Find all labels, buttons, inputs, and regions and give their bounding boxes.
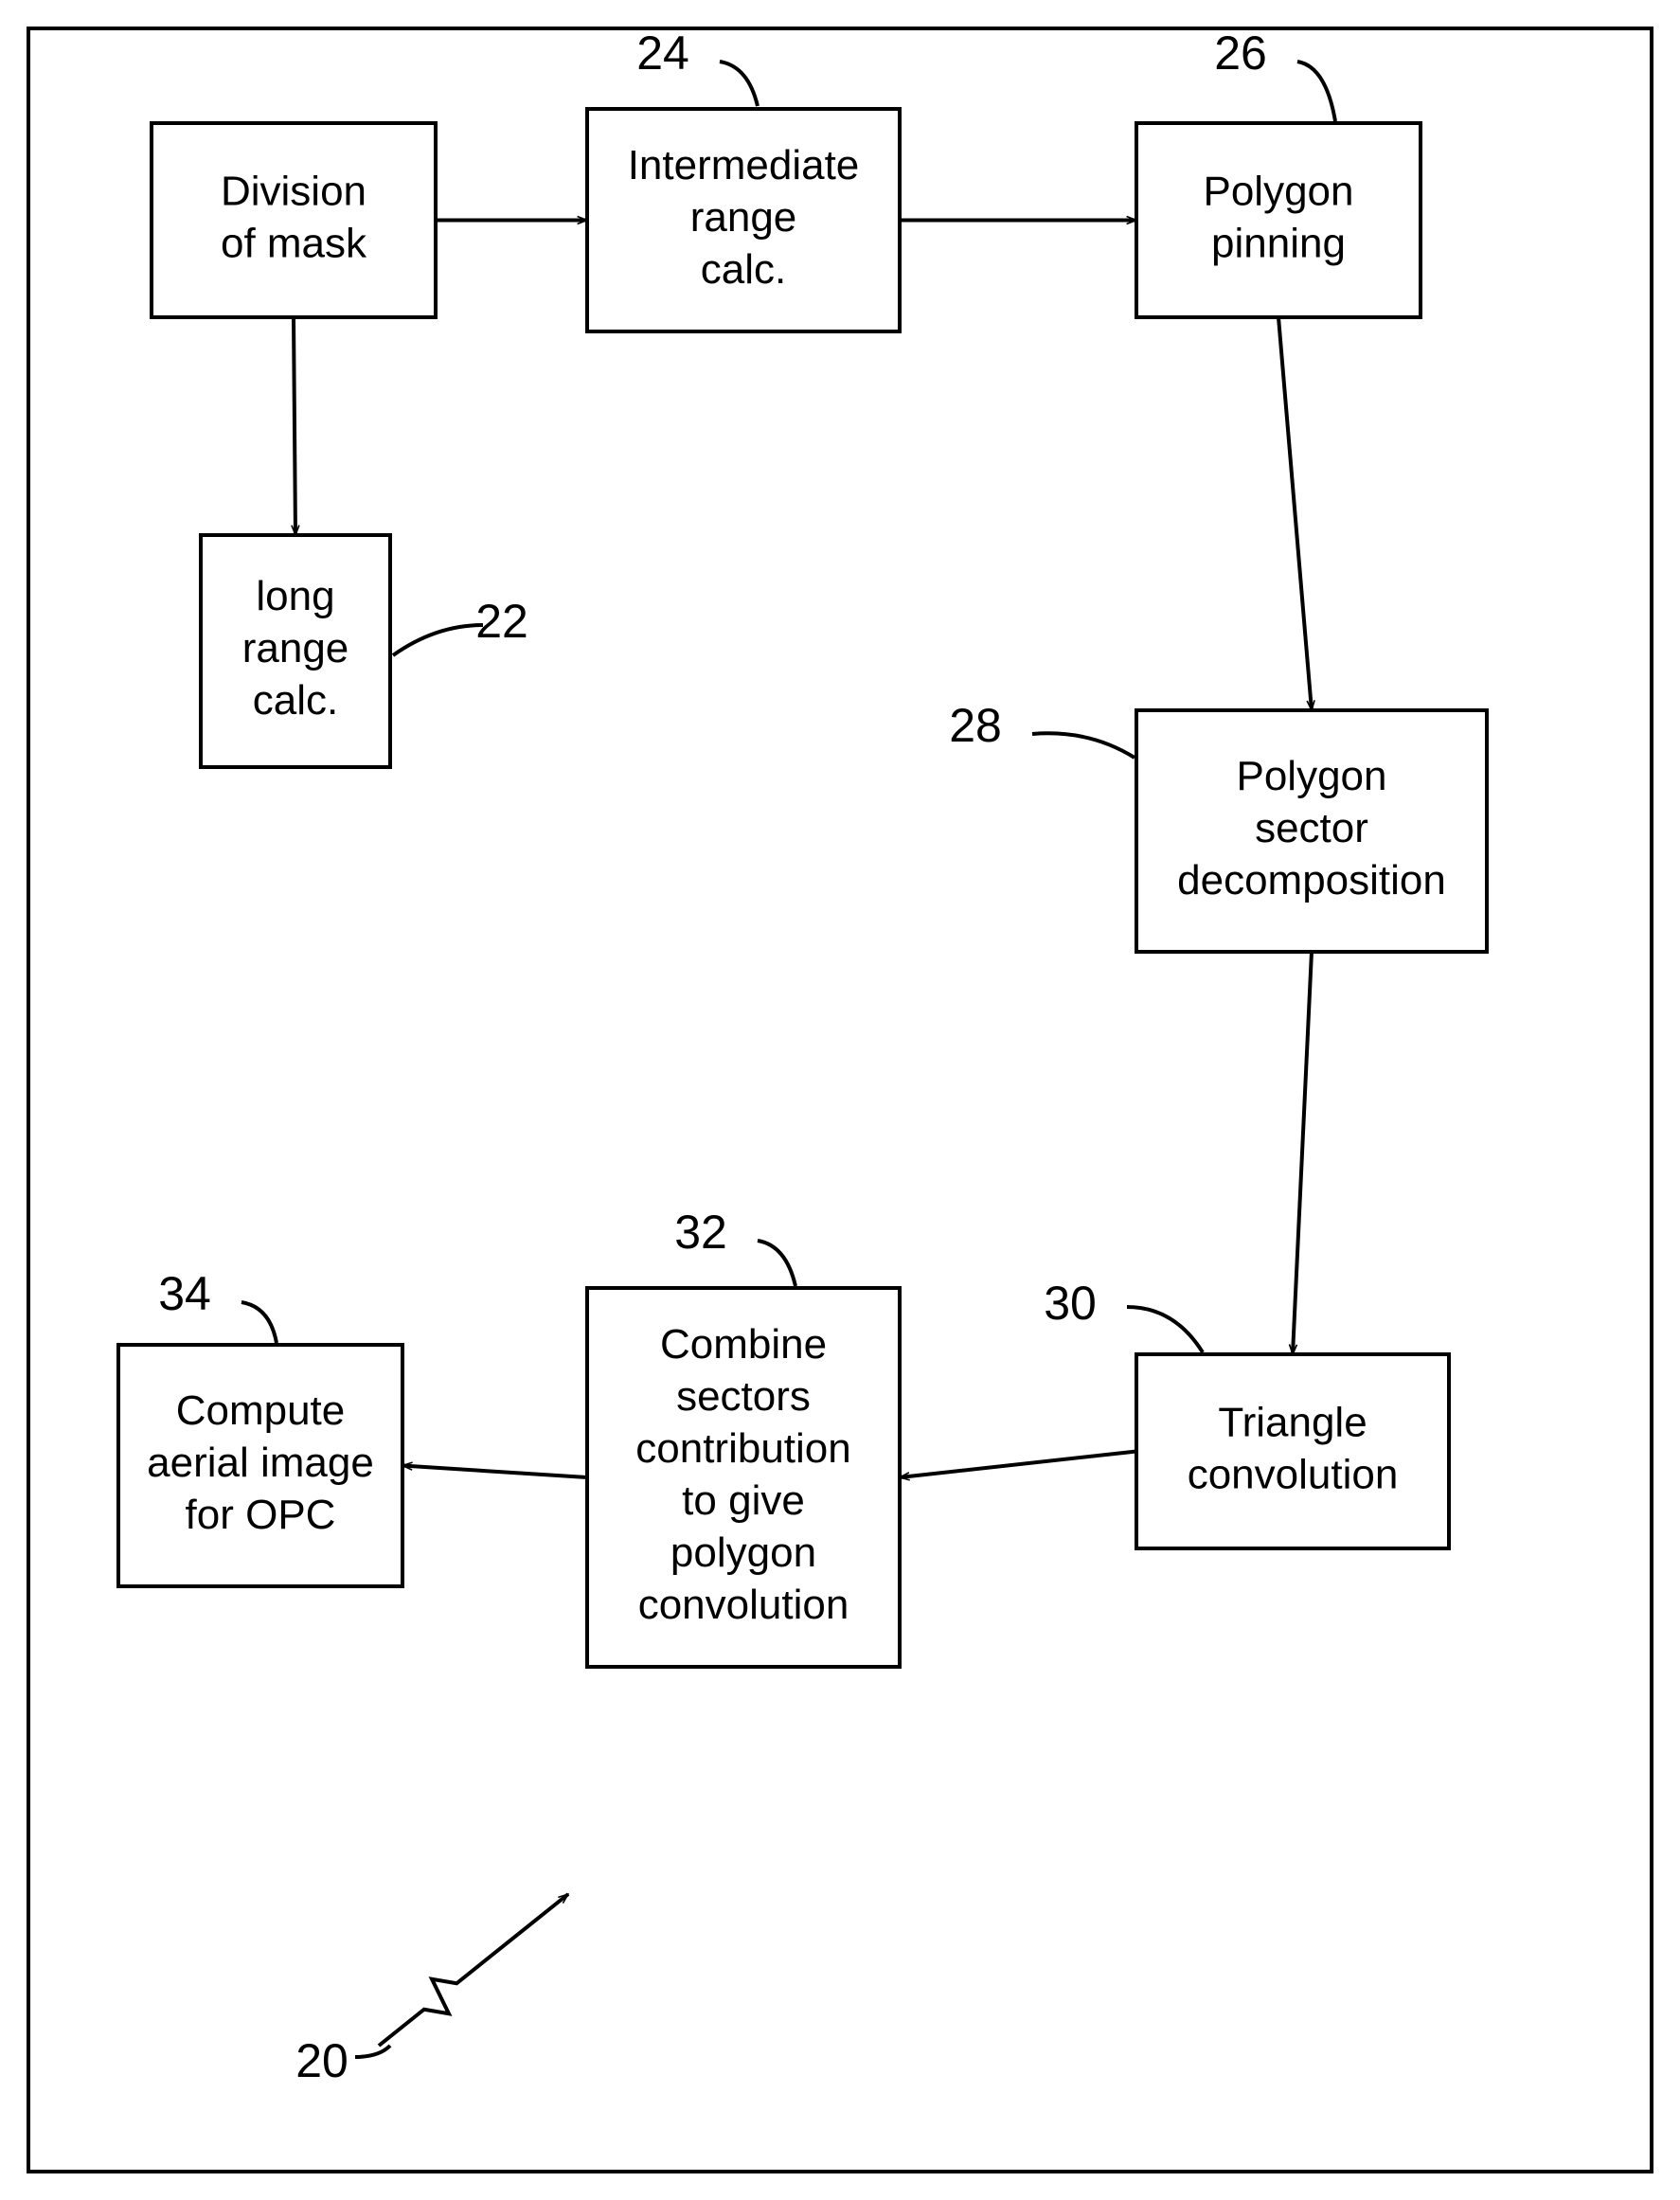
node-aerial-label-line0: Compute	[176, 1387, 346, 1434]
edge-combine-to-aerial	[402, 1466, 587, 1478]
ref-label-30: 30	[1044, 1277, 1097, 1330]
ref-leader-30	[1127, 1307, 1203, 1352]
ref-label-34: 34	[158, 1267, 211, 1320]
edge-polySector-to-triConv	[1293, 952, 1312, 1354]
node-intRange-label-line0: Intermediate	[628, 142, 860, 188]
node-combine-label-line1: sectors	[676, 1373, 811, 1420]
node-aerial-label-line2: for OPC	[186, 1492, 336, 1538]
figure-ref-arrow	[379, 1894, 568, 2046]
node-intRange-label-line1: range	[690, 194, 797, 241]
figure-ref-hook	[355, 2046, 390, 2057]
node-polySector-label-line2: decomposition	[1177, 857, 1446, 903]
node-combine-label-line5: convolution	[638, 1582, 849, 1628]
edge-polyPin-to-polySector	[1278, 317, 1312, 710]
ref-label-26: 26	[1214, 27, 1267, 80]
node-polySector: Polygon sector decomposition 28	[949, 699, 1487, 952]
ref-label-32: 32	[674, 1206, 727, 1259]
node-aerial: Compute aerial image for OPC 34	[118, 1267, 402, 1586]
edge-divMask-to-longRange	[294, 317, 295, 535]
node-polyPin-label-line1: pinning	[1211, 221, 1346, 267]
node-triConv-label-line0: Triangle	[1218, 1400, 1367, 1446]
ref-leader-28	[1032, 733, 1135, 758]
ref-leader-34	[241, 1302, 277, 1343]
node-triConv-label-line1: convolution	[1188, 1452, 1399, 1498]
node-polySector-label-line1: sector	[1255, 805, 1368, 851]
node-combine-label-line4: polygon	[670, 1529, 816, 1576]
node-divMask-label-line0: Division	[221, 169, 366, 215]
ref-leader-26	[1297, 62, 1335, 121]
node-divMask-label-line1: of mask	[221, 221, 367, 267]
node-longRange-label-line0: long	[256, 573, 334, 619]
node-combine-label-line2: contribution	[635, 1425, 850, 1472]
node-intRange-label-line2: calc.	[701, 246, 786, 293]
ref-leader-22	[393, 625, 483, 655]
node-intRange: Intermediate range calc. 24	[587, 27, 900, 331]
node-longRange-label-line1: range	[242, 625, 349, 671]
ref-label-28: 28	[949, 699, 1002, 752]
ref-leader-32	[758, 1241, 795, 1286]
node-aerial-label-line1: aerial image	[147, 1440, 374, 1486]
node-polyPin: Polygon pinning 26	[1136, 27, 1421, 317]
node-longRange-label-line2: calc.	[253, 677, 338, 724]
node-polySector-label-line0: Polygon	[1236, 753, 1386, 799]
edge-triConv-to-combine	[900, 1452, 1136, 1478]
node-combine: Combine sectors contribution to give polygon…	[587, 1206, 900, 1667]
node-longRange: long range calc. 22	[201, 535, 528, 767]
ref-leader-24	[720, 62, 758, 106]
node-combine-label-line3: to give	[682, 1477, 805, 1524]
ref-label-24: 24	[636, 27, 689, 80]
ref-label-22: 22	[475, 595, 528, 648]
node-combine-label-line0: Combine	[660, 1321, 827, 1368]
node-polyPin-label-line0: Polygon	[1203, 169, 1353, 215]
node-divMask: Division of mask	[152, 123, 436, 317]
figure-ref-label: 20	[295, 2034, 349, 2087]
node-triConv: Triangle convolution 30	[1044, 1277, 1449, 1548]
